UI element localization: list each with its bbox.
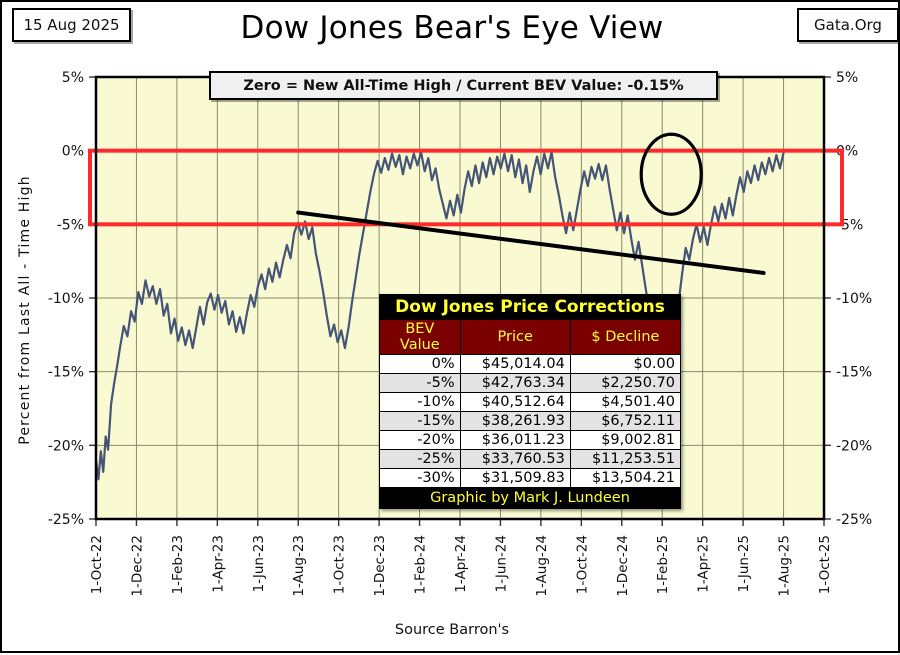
table-cell: $33,760.53: [459, 449, 571, 469]
table-cell: 0%: [379, 354, 461, 374]
svg-text:5%: 5%: [836, 70, 858, 86]
y-axis-left-ticks: 5% 0% -5% -10% -15% -20% -25%: [48, 70, 96, 528]
table-cell: $9,002.81: [569, 430, 682, 450]
table-cell: -20%: [379, 430, 461, 450]
table-cell: $2,250.70: [569, 373, 682, 393]
svg-text:1-Aug-23: 1-Aug-23: [291, 535, 307, 597]
table-cell: -15%: [379, 411, 461, 431]
table-cell: $40,512.64: [459, 392, 571, 412]
svg-text:1-Oct-22: 1-Oct-22: [89, 535, 105, 594]
svg-text:-5%: -5%: [57, 217, 84, 233]
circle-annotation: [639, 132, 703, 216]
svg-text:1-Apr-24: 1-Apr-24: [453, 535, 469, 593]
svg-text:1-Jun-25: 1-Jun-25: [736, 535, 752, 592]
y-axis-right-ticks: 5%0%-5%-10%-15%-20%-25%: [824, 70, 872, 528]
table-row: -20% $36,011.23 $9,002.81: [379, 430, 682, 450]
table-cell: $13,504.21: [569, 468, 682, 488]
table-row: -15% $38,261.93 $6,752.11: [379, 411, 682, 431]
price-corrections-table: Dow Jones Price Corrections BEV Value Pr…: [379, 294, 682, 509]
table-cell: $11,253.51: [569, 449, 682, 469]
svg-text:0%: 0%: [62, 144, 84, 160]
svg-text:-25%: -25%: [48, 512, 84, 528]
svg-text:1-Aug-25: 1-Aug-25: [777, 535, 793, 597]
svg-text:1-Oct-23: 1-Oct-23: [332, 535, 348, 594]
table-header-row: BEV Value Price $ Decline: [379, 319, 682, 355]
table-cell: $4,501.40: [569, 392, 682, 412]
svg-text:-15%: -15%: [836, 365, 872, 381]
table-cell: $42,763.34: [459, 373, 571, 393]
svg-text:-15%: -15%: [48, 365, 84, 381]
date-badge: 15 Aug 2025: [12, 8, 131, 42]
svg-text:1-Jun-24: 1-Jun-24: [493, 535, 509, 592]
svg-text:1-Dec-24: 1-Dec-24: [615, 535, 631, 597]
highlight-band-rect: [88, 148, 844, 227]
table-title: Dow Jones Price Corrections: [379, 294, 681, 320]
column-header-decline: $ Decline: [569, 319, 682, 355]
table-cell: -25%: [379, 449, 461, 469]
svg-text:-10%: -10%: [48, 291, 84, 307]
page-title: Dow Jones Bear's Eye View: [240, 10, 664, 46]
table-cell: $31,509.83: [459, 468, 571, 488]
x-axis-ticks: 1-Oct-22 1-Dec-22 1-Feb-23 1-Apr-23 1-Jun-23…: [89, 519, 833, 597]
table-cell: $0.00: [569, 354, 682, 374]
table-row: -25% $33,760.53 $11,253.51: [379, 449, 682, 469]
svg-text:1-Feb-24: 1-Feb-24: [413, 535, 429, 594]
svg-text:-25%: -25%: [836, 512, 872, 528]
svg-text:1-Aug-24: 1-Aug-24: [534, 535, 550, 597]
svg-text:-20%: -20%: [48, 438, 84, 454]
table-row: -30% $31,509.83 $13,504.21: [379, 468, 682, 488]
svg-text:1-Oct-24: 1-Oct-24: [574, 535, 590, 594]
column-header-price: Price: [459, 319, 571, 355]
table-cell: $6,752.11: [569, 411, 682, 431]
svg-text:-20%: -20%: [836, 438, 872, 454]
svg-text:1-Dec-23: 1-Dec-23: [372, 535, 388, 597]
svg-text:1-Dec-22: 1-Dec-22: [129, 535, 145, 597]
table-cell: $36,011.23: [459, 430, 571, 450]
table-row: -10% $40,512.64 $4,501.40: [379, 392, 682, 412]
svg-text:-10%: -10%: [836, 291, 872, 307]
table-row: 0% $45,014.04 $0.00: [379, 354, 682, 374]
svg-text:1-Oct-25: 1-Oct-25: [817, 535, 833, 594]
subtitle-banner: Zero = New All-Time High / Current BEV V…: [209, 71, 718, 100]
table-cell: $45,014.04: [459, 354, 571, 374]
table-cell: -5%: [379, 373, 461, 393]
svg-text:1-Feb-25: 1-Feb-25: [655, 535, 671, 594]
table-cell: $38,261.93: [459, 411, 571, 431]
svg-text:1-Feb-23: 1-Feb-23: [170, 535, 186, 594]
table-footer: Graphic by Mark J. Lundeen: [379, 487, 681, 509]
table-cell: -10%: [379, 392, 461, 412]
column-header-bev: BEV Value: [379, 319, 461, 355]
y-axis-title: Percent from Last All - Time High: [17, 175, 33, 445]
svg-text:1-Apr-23: 1-Apr-23: [210, 535, 226, 593]
svg-text:1-Apr-25: 1-Apr-25: [696, 535, 712, 593]
svg-text:5%: 5%: [62, 70, 84, 86]
brand-badge: Gata.Org: [797, 8, 899, 42]
table-cell: -30%: [379, 468, 461, 488]
table-row: -5% $42,763.34 $2,250.70: [379, 373, 682, 393]
trend-line: [296, 210, 766, 275]
svg-text:1-Jun-23: 1-Jun-23: [251, 535, 267, 592]
source-caption: Source Barron's: [394, 622, 510, 638]
